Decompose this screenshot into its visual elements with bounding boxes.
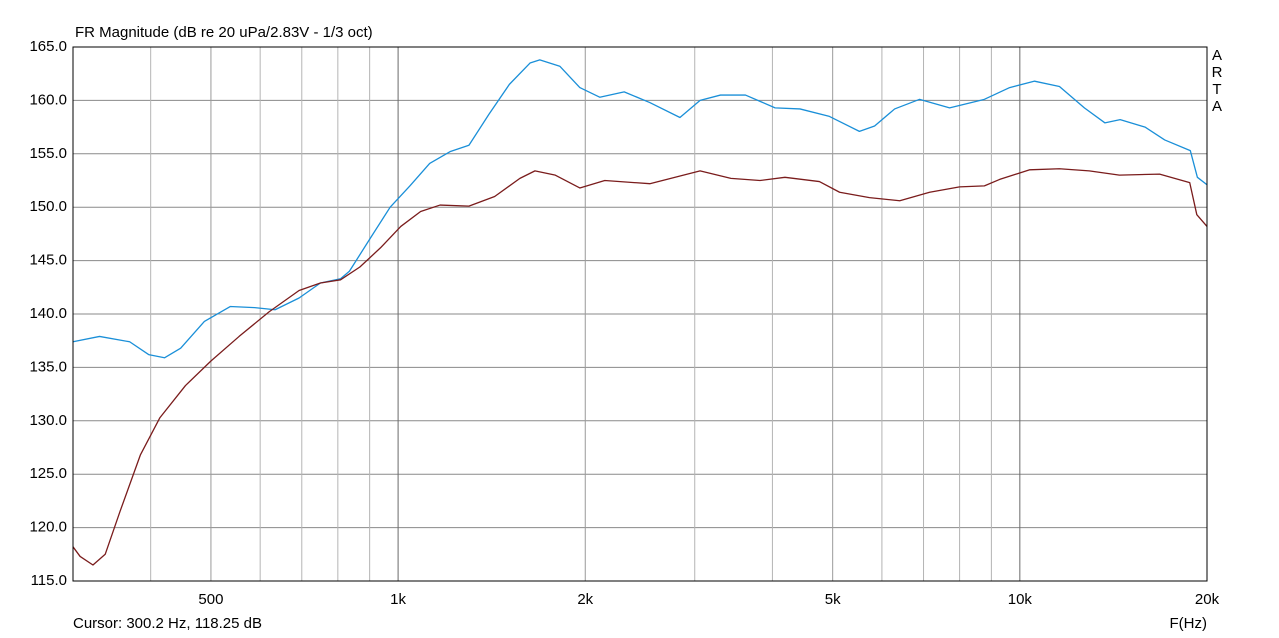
side-label-letter: R: [1212, 64, 1223, 81]
cursor-readout: Cursor: 300.2 Hz, 118.25 dB: [73, 615, 262, 632]
plot-frame: [72, 46, 1208, 582]
x-tick-label: 2k: [577, 591, 593, 608]
plot-lines: [72, 59, 1208, 566]
series-line: [72, 59, 1208, 359]
y-tick-label: 125.0: [29, 465, 67, 482]
side-label-letter: T: [1212, 81, 1221, 98]
side-label-letter: A: [1212, 47, 1222, 64]
y-tick-label: 140.0: [29, 305, 67, 322]
chart-title: FR Magnitude (dB re 20 uPa/2.83V - 1/3 o…: [75, 24, 373, 41]
x-tick-label: 5k: [825, 591, 841, 608]
y-tick-label: 130.0: [29, 412, 67, 429]
x-tick-label: 1k: [390, 591, 406, 608]
x-tick-label: 10k: [1008, 591, 1033, 608]
y-tick-label: 120.0: [29, 519, 67, 536]
y-tick-label: 155.0: [29, 145, 67, 162]
y-tick-label: 150.0: [29, 198, 67, 215]
series-line: [72, 168, 1208, 566]
y-tick-label: 160.0: [29, 91, 67, 108]
y-tick-label: 145.0: [29, 252, 67, 269]
x-tick-label: 20k: [1195, 591, 1220, 608]
y-tick-label: 135.0: [29, 358, 67, 375]
x-tick-label: 500: [198, 591, 223, 608]
y-tick-label: 165.0: [29, 38, 67, 55]
y-tick-label: 115.0: [31, 572, 67, 589]
side-label-letter: A: [1212, 98, 1222, 115]
x-axis-label: F(Hz): [1170, 615, 1208, 632]
